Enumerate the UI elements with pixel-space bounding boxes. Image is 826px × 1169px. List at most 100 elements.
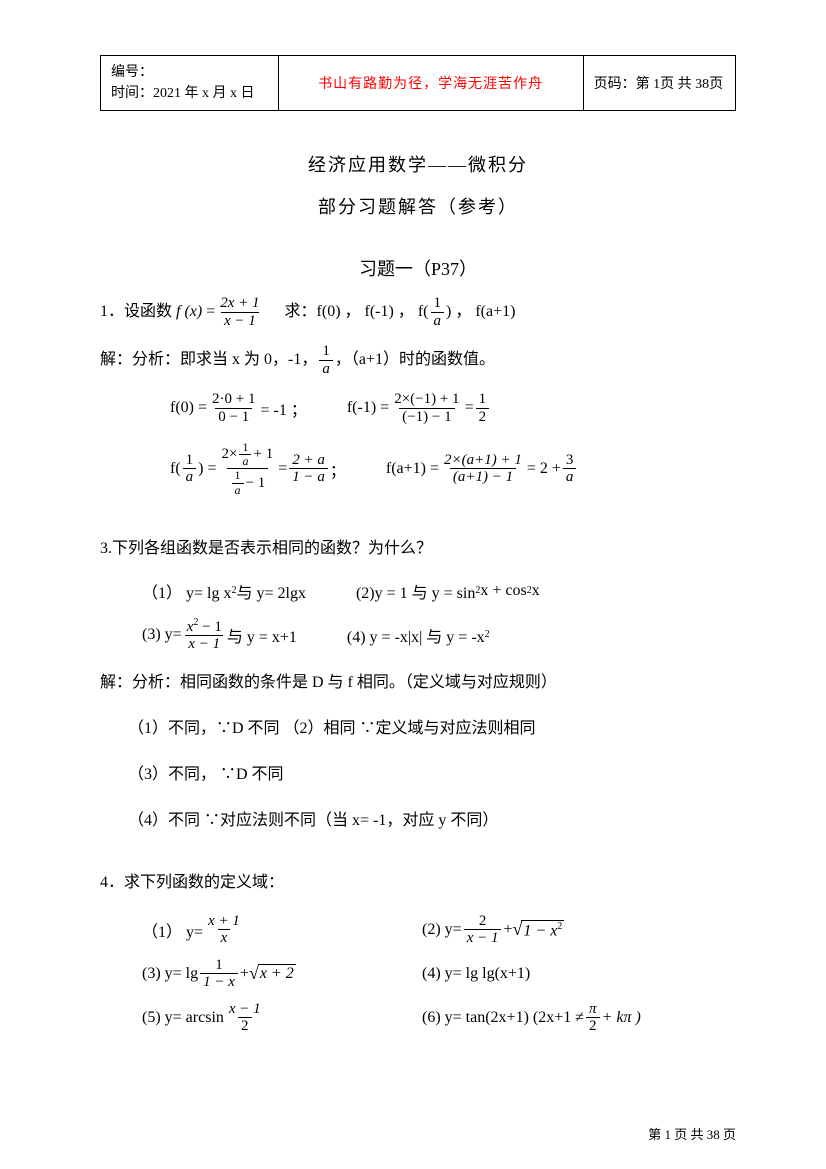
q4-p2-plus: + (503, 921, 512, 939)
q4-p1-den: x (218, 929, 231, 947)
q3-p2b: x + cos (480, 582, 526, 600)
q1-sol-tail: ，（a+1）时的函数值。 (335, 344, 495, 376)
exp2-6: 2 (557, 921, 562, 932)
q4-p1-l: （1） y= (142, 918, 203, 942)
fap1-num: 2×(a+1) + 1 (441, 452, 525, 469)
q4-p5-den: 2 (238, 1017, 252, 1035)
q4-p6-num: π (586, 1001, 600, 1018)
q4-p2-l: (2) y= (422, 921, 462, 939)
q1-ask: 求：f(0) ， f(-1) ， f( (285, 296, 429, 328)
fa-semi: ； (330, 457, 346, 481)
fa-bn-l: 2× (222, 446, 238, 463)
q3-a4: （4）不同 ∵对应法则不同（当 x= -1，对应 y 不同） (100, 805, 736, 837)
sub-title: 部分习题解答（参考） (100, 193, 736, 219)
fm1-num: 2×(−1) + 1 (391, 391, 462, 408)
q4-p4: (4) y= lg lg(x+1) (422, 965, 530, 983)
q3-p4: (4) y = -x|x| 与 y = -x (347, 623, 485, 647)
q4-p3-sqrt: x + 2 (258, 964, 296, 983)
footer-page: 第 1 页 共 38 页 (648, 1124, 736, 1143)
fa-bn-r: + 1 (253, 446, 273, 463)
exp2-5: 2 (485, 629, 490, 640)
page-label: 页码： (594, 77, 636, 92)
fa-1a-n: 1 (183, 452, 197, 469)
fa-inner-n: 1 (239, 441, 251, 454)
fap1-l: f(a+1) = (386, 460, 439, 478)
f0-den: 0 − 1 (215, 408, 252, 426)
fa-big-den: 1 a − 1 (227, 468, 269, 496)
fa-bd-r: − 1 (246, 475, 266, 492)
q1-row2: f( 1 a ) = 2× 1 a + 1 1 a (100, 441, 736, 497)
q4-p2-num: 2 (476, 913, 490, 930)
q4-p3-l: (3) y= lg (142, 965, 198, 983)
one-a-num: 1 (431, 295, 445, 312)
header-right-cell: 页码：第 1页 共 38页 (583, 56, 735, 111)
q4-p3-den: 1 − x (200, 973, 238, 991)
q1-frac-num: 2x + 1 (217, 295, 262, 312)
q1-fx: f (x) (176, 296, 202, 328)
q4-p3-num: 1 (212, 957, 226, 974)
f0-r: = -1 ； (260, 396, 306, 420)
three-a-den: a (563, 468, 577, 486)
q3-title: 3.下列各组函数是否表示相同的函数？为什么？ (100, 533, 736, 565)
q1-problem: 1．设函数 f (x) = 2x + 1 x − 1 求：f(0) ， f(-1… (100, 295, 736, 329)
fa-simp-den: 1 − a (289, 468, 328, 486)
one-a-den2: a (319, 360, 333, 378)
q4-p5-num: x − 1 (226, 1001, 264, 1018)
fap1-den: (a+1) − 1 (450, 468, 516, 486)
fa-simp-num: 2 + a (289, 452, 328, 469)
q4-p6-l: (6) y= tan(2x+1) (2x+1 ≠ (422, 1009, 584, 1027)
fa-1a-d: a (183, 468, 197, 486)
f0-l: f(0) = (170, 399, 207, 417)
one-a-den: a (431, 312, 445, 330)
main-title: 经济应用数学——微积分 (100, 151, 736, 177)
q4-p2-sqrt: 1 − x2 (521, 920, 564, 940)
q4-p1-num: x + 1 (205, 913, 243, 930)
q3-row1: （1） y= lg x 2 与 y= 2lgx (2)y = 1 与 y = s… (100, 579, 736, 603)
q4-p2-sqrt-t: 1 − x (523, 922, 557, 939)
q3-p2c: x (532, 582, 540, 600)
q4-p6-den: 2 (586, 1017, 600, 1035)
q3-p1b: 与 y= 2lgx (236, 579, 305, 603)
q3-p3-den: x − 1 (185, 635, 223, 653)
q3-p3-m1: − 1 (198, 619, 221, 635)
eq-sign: = (206, 296, 215, 328)
q4-row3: (5) y= arcsin x − 1 2 (6) y= tan(2x+1) (… (100, 1001, 736, 1035)
q1-row1: f(0) = 2·0 + 1 0 − 1 = -1 ； f(-1) = 2×(−… (100, 391, 736, 425)
fm1-eq: = (465, 399, 474, 417)
fa-inner-d2: a (232, 483, 244, 497)
q1-prefix: 1．设函数 (100, 296, 172, 328)
q1-sol-label: 解：分析：即求当 x 为 0，-1， (100, 344, 317, 376)
q1-ask2: ) ， f(a+1) (446, 296, 515, 328)
q4-p5-l: (5) y= arcsin (142, 1009, 224, 1027)
fap1-eq: = 2 + (527, 460, 561, 478)
q4-p2-den: x − 1 (464, 929, 502, 947)
q3-p3a: (3) y= (142, 626, 182, 644)
time-value: 2021 年 x 月 x 日 (153, 86, 255, 101)
q3-p1a: （1） y= lg x (142, 579, 231, 603)
header-motto: 书山有路勤为径，学海无涯苦作舟 (278, 56, 583, 111)
fa-big-num: 2× 1 a + 1 (219, 441, 277, 468)
fm1-l: f(-1) = (347, 399, 389, 417)
half-num: 1 (476, 391, 490, 408)
fa-mid-eq: = (278, 460, 287, 478)
q1-frac-den: x − 1 (221, 312, 259, 330)
q3-p3-num: x2 − 1 (184, 617, 225, 636)
q4-p6-r: + kπ ) (602, 1009, 641, 1027)
fa-l: f( (170, 460, 181, 478)
header-table: 编号： 时间：2021 年 x 月 x 日 书山有路勤为径，学海无涯苦作舟 页码… (100, 55, 736, 111)
half-den: 2 (476, 408, 490, 426)
q4-title: 4．求下列函数的定义域： (100, 867, 736, 899)
q3-p2: (2)y = 1 与 y = sin (356, 579, 475, 603)
q3-p3b: 与 y = x+1 (227, 623, 297, 647)
fa-inner-n2: 1 (232, 469, 244, 482)
time-label: 时间： (111, 86, 153, 101)
section-title: 习题一（P37） (100, 255, 736, 281)
q4-row2: (3) y= lg 1 1 − x + √x + 2 (4) y= lg lg(… (100, 957, 736, 991)
page-value: 第 1页 共 38页 (636, 77, 724, 92)
q3-row2: (3) y= x2 − 1 x − 1 与 y = x+1 (4) y = -x… (100, 617, 736, 653)
q1-analysis: 解：分析：即求当 x 为 0，-1， 1 a ，（a+1）时的函数值。 (100, 343, 736, 377)
q4-p3-plus: + (240, 965, 249, 983)
fa-r: ) = (198, 460, 216, 478)
header-left-cell: 编号： 时间：2021 年 x 月 x 日 (101, 56, 279, 111)
fm1-den: (−1) − 1 (399, 408, 454, 426)
